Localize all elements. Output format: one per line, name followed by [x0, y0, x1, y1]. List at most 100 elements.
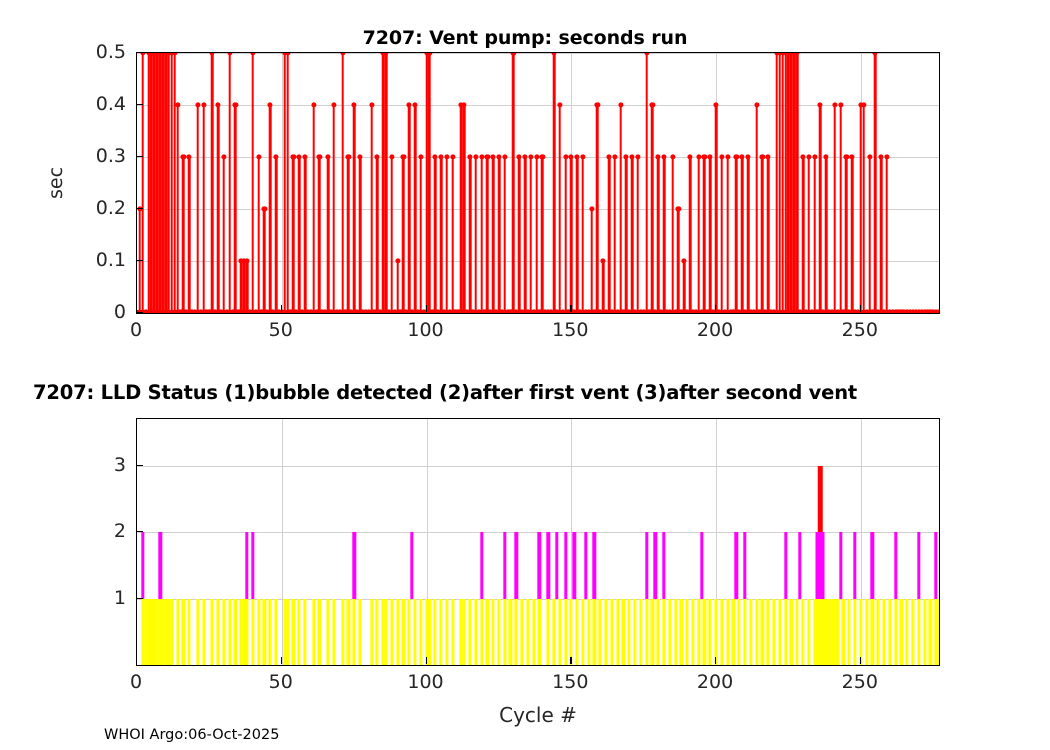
stem-line [408, 105, 411, 313]
stem-line [312, 105, 315, 313]
stem-line [182, 157, 185, 313]
status-bar [839, 532, 842, 598]
stem-line [602, 261, 605, 313]
stem-line [275, 157, 278, 313]
stem-line [715, 105, 718, 313]
stem-marker [201, 102, 206, 107]
x-tick-mark [860, 305, 861, 312]
stem-line [657, 157, 660, 313]
stem-line [269, 105, 272, 313]
stem-marker [491, 154, 496, 159]
bottom-plot-xlabel: Cycle # [499, 703, 577, 727]
stem-line [839, 105, 842, 313]
status-bar [599, 599, 602, 665]
status-bar [798, 532, 801, 598]
status-bar [662, 532, 665, 598]
stem-line [535, 157, 538, 313]
status-bar [532, 599, 535, 665]
status-bar [859, 599, 862, 665]
status-bar [937, 599, 940, 665]
stem-line [833, 105, 836, 313]
status-bar [228, 599, 231, 665]
x-tick-mark [281, 305, 282, 312]
stem-marker [215, 102, 220, 107]
status-bar [413, 599, 416, 665]
stem-line [370, 105, 373, 313]
stem-marker [407, 102, 412, 107]
stem-line [689, 157, 692, 313]
stem-line [234, 105, 237, 313]
status-bar [761, 599, 764, 665]
stem-line [697, 157, 700, 313]
status-bar [923, 599, 926, 665]
status-bar [463, 599, 466, 665]
status-bar [202, 599, 205, 665]
stem-marker [734, 154, 739, 159]
x-tick-mark [426, 305, 427, 312]
stem-marker [540, 154, 545, 159]
status-bar [515, 532, 518, 598]
stem-line [376, 157, 379, 313]
status-bar [784, 532, 787, 598]
stem-marker [823, 154, 828, 159]
status-bar [480, 599, 483, 665]
status-bar [767, 599, 770, 665]
status-bar [353, 599, 356, 665]
stem-marker [795, 52, 800, 56]
stem-marker [551, 52, 556, 56]
status-bar [871, 532, 874, 598]
stem-marker [867, 154, 872, 159]
status-bar [376, 599, 379, 665]
stem-line [414, 105, 417, 313]
status-bar [497, 599, 500, 665]
stem-line [553, 53, 556, 313]
gridline-horizontal [137, 313, 939, 314]
stem-line [503, 157, 506, 313]
status-bar [628, 599, 631, 665]
stem-line [880, 157, 883, 313]
status-bar-wide [816, 532, 825, 598]
status-bar [645, 599, 648, 665]
status-bar [651, 599, 654, 665]
stem-marker [719, 154, 724, 159]
x-tick-mark [860, 657, 861, 664]
stem-marker [195, 102, 200, 107]
stem-marker [563, 154, 568, 159]
status-bar [662, 599, 665, 665]
stem-marker [352, 102, 357, 107]
stem-marker [473, 154, 478, 159]
status-bar [738, 599, 741, 665]
status-bar [784, 599, 787, 665]
stem-line [318, 157, 321, 313]
stem-line [246, 261, 249, 313]
status-bar [428, 599, 431, 665]
status-bar [370, 599, 373, 665]
stem-marker [861, 102, 866, 107]
stem-line [223, 157, 226, 313]
stem-marker [438, 154, 443, 159]
stem-line [813, 157, 816, 313]
stem-line [498, 157, 501, 313]
stem-marker [285, 52, 290, 56]
stem-line [819, 105, 822, 313]
status-bar [654, 532, 657, 598]
stem-marker [244, 258, 249, 263]
stem-marker [418, 154, 423, 159]
stem-line [613, 157, 616, 313]
stem-marker [233, 102, 238, 107]
status-bar [842, 599, 845, 665]
status-bar [245, 599, 248, 665]
x-tick-mark [570, 657, 571, 664]
status-bar [714, 599, 717, 665]
stem-marker [467, 154, 472, 159]
stem-line [217, 105, 220, 313]
stem-marker [325, 154, 330, 159]
status-bar [251, 599, 254, 665]
stem-line [440, 157, 443, 313]
status-bar-wide-base [816, 599, 825, 665]
status-bar [439, 599, 442, 665]
stem-marker [262, 206, 267, 211]
stem-marker [661, 154, 666, 159]
x-tick-label: 150 [552, 319, 588, 341]
stem-line [721, 157, 724, 313]
